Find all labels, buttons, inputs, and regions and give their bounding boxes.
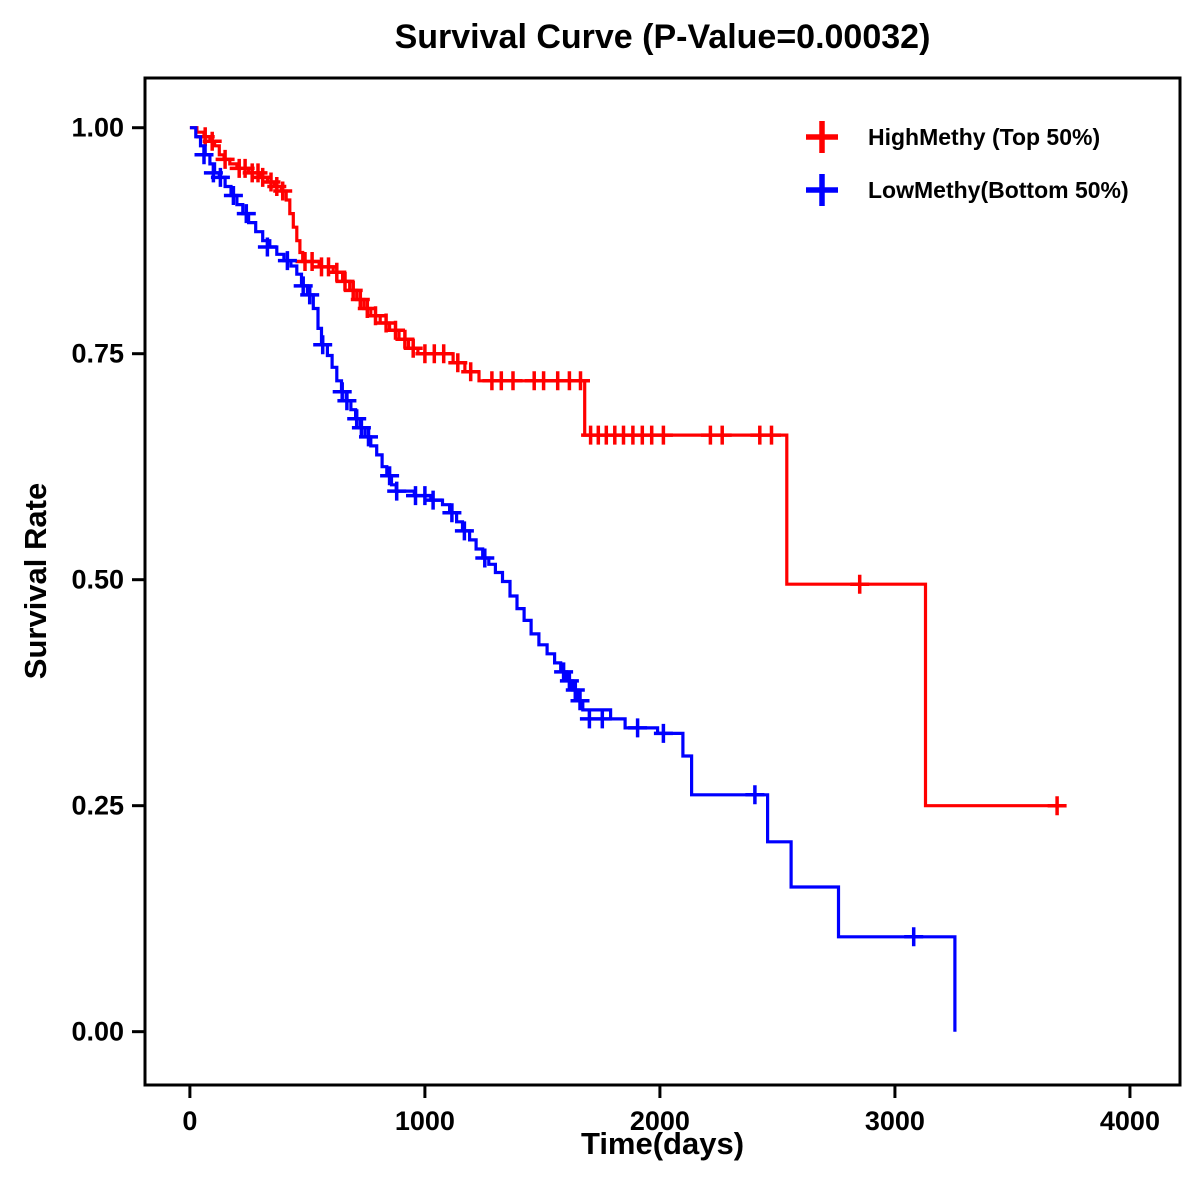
legend-marker-highmethy [806, 121, 838, 153]
plot-border [143, 76, 1182, 1087]
y-tick-label: 1.00 [71, 113, 124, 143]
censor-marks-lowmethy [194, 145, 924, 947]
series-line-highmethy [189, 126, 1058, 808]
x-tick-label: 3000 [865, 1106, 925, 1136]
legend-marker-lowmethy [806, 174, 838, 206]
y-tick-label: 0.75 [71, 339, 124, 369]
y-tick-label: 0.25 [71, 791, 124, 821]
legend-label-highmethy: HighMethy (Top 50%) [868, 124, 1100, 150]
x-axis-label: Time(days) [580, 1126, 745, 1161]
y-tick-label: 0.50 [71, 565, 124, 595]
chart-title: Survival Curve (P-Value=0.00032) [394, 18, 931, 56]
censor-marks-highmethy [195, 127, 1067, 816]
x-tick-label: 2000 [630, 1106, 690, 1136]
y-tick-label: 0.00 [71, 1017, 124, 1047]
legend-label-lowmethy: LowMethy(Bottom 50%) [868, 177, 1129, 203]
y-axis-label: Survival Rate [18, 482, 53, 680]
x-tick-label: 1000 [395, 1106, 455, 1136]
x-tick-label: 0 [182, 1106, 197, 1136]
x-tick-label: 4000 [1100, 1106, 1160, 1136]
